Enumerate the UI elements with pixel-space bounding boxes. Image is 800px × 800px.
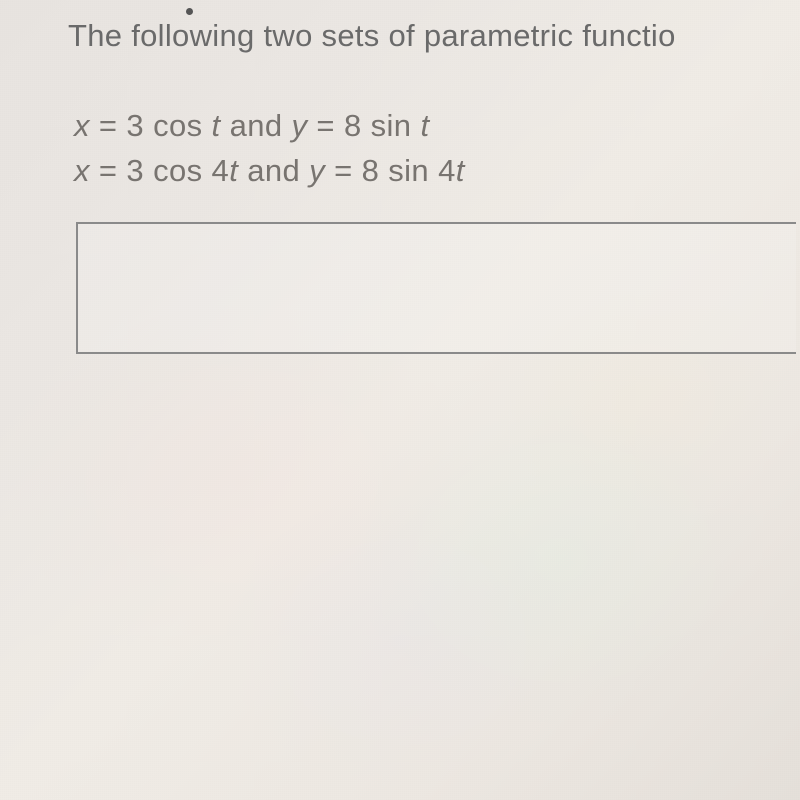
equation-line-1: x = 3 cos t and y = 8 sin t [74,104,800,149]
eq1-t1: t [212,108,221,143]
equation-line-2: x = 3 cos 4t and y = 8 sin 4t [74,149,800,194]
answer-input-box[interactable] [76,222,796,354]
equations-block: x = 3 cos t and y = 8 sin t x = 3 cos 4t… [74,104,800,194]
eq1-part1: = 3 cos [90,108,212,143]
prompt-text: The following two sets of parametric fun… [68,18,800,54]
eq2-and: and [238,153,309,188]
eq2-t2: t [456,153,465,188]
content-area: The following two sets of parametric fun… [0,0,800,354]
eq1-and: and [221,108,292,143]
eq1-y: y [292,108,308,143]
eq2-part2: = 8 sin 4 [325,153,456,188]
eq2-part1: = 3 cos 4 [90,153,229,188]
bullet-dot [186,8,193,15]
eq1-t2: t [420,108,429,143]
eq1-part2: = 8 sin [307,108,420,143]
eq1-x: x [74,108,90,143]
eq2-x: x [74,153,90,188]
eq2-y: y [309,153,325,188]
eq2-t1: t [229,153,238,188]
